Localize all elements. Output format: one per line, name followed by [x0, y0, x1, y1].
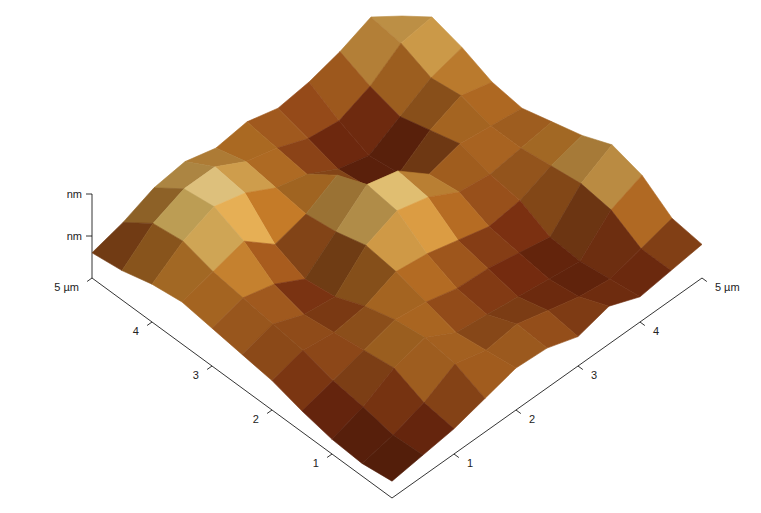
z-tick	[86, 236, 92, 237]
y-tick	[702, 278, 707, 282]
x-tick	[327, 454, 332, 457]
ticks: 1 2 3 4 5 µm 1 2 3 4 5 µm nm nm	[54, 188, 739, 469]
x-tick	[267, 410, 272, 413]
x-tick-label: 3	[193, 369, 199, 381]
x-tick-label: 2	[253, 413, 259, 425]
y-tick	[640, 322, 645, 326]
z-tick-label: nm	[67, 230, 82, 242]
y-tick-label: 5 µm	[715, 281, 740, 293]
x-tick-label: 5 µm	[54, 281, 79, 293]
x-tick	[147, 322, 152, 325]
x-tick-label: 4	[133, 325, 139, 337]
surface	[92, 16, 702, 481]
y-tick-label: 4	[653, 325, 659, 337]
y-tick	[454, 454, 459, 458]
z-tick-label: nm	[67, 188, 82, 200]
x-tick	[87, 278, 92, 281]
surface-cell	[362, 435, 423, 481]
y-tick-label: 2	[529, 413, 535, 425]
z-tick	[86, 194, 92, 195]
y-tick-label: 3	[591, 369, 597, 381]
x-tick	[207, 366, 212, 369]
y-tick	[578, 366, 583, 370]
chart: 1 2 3 4 5 µm 1 2 3 4 5 µm nm nm	[0, 0, 761, 513]
y-tick-label: 1	[467, 457, 473, 469]
y-tick	[516, 410, 521, 414]
x-tick-label: 1	[313, 457, 319, 469]
y-axis	[392, 278, 702, 498]
